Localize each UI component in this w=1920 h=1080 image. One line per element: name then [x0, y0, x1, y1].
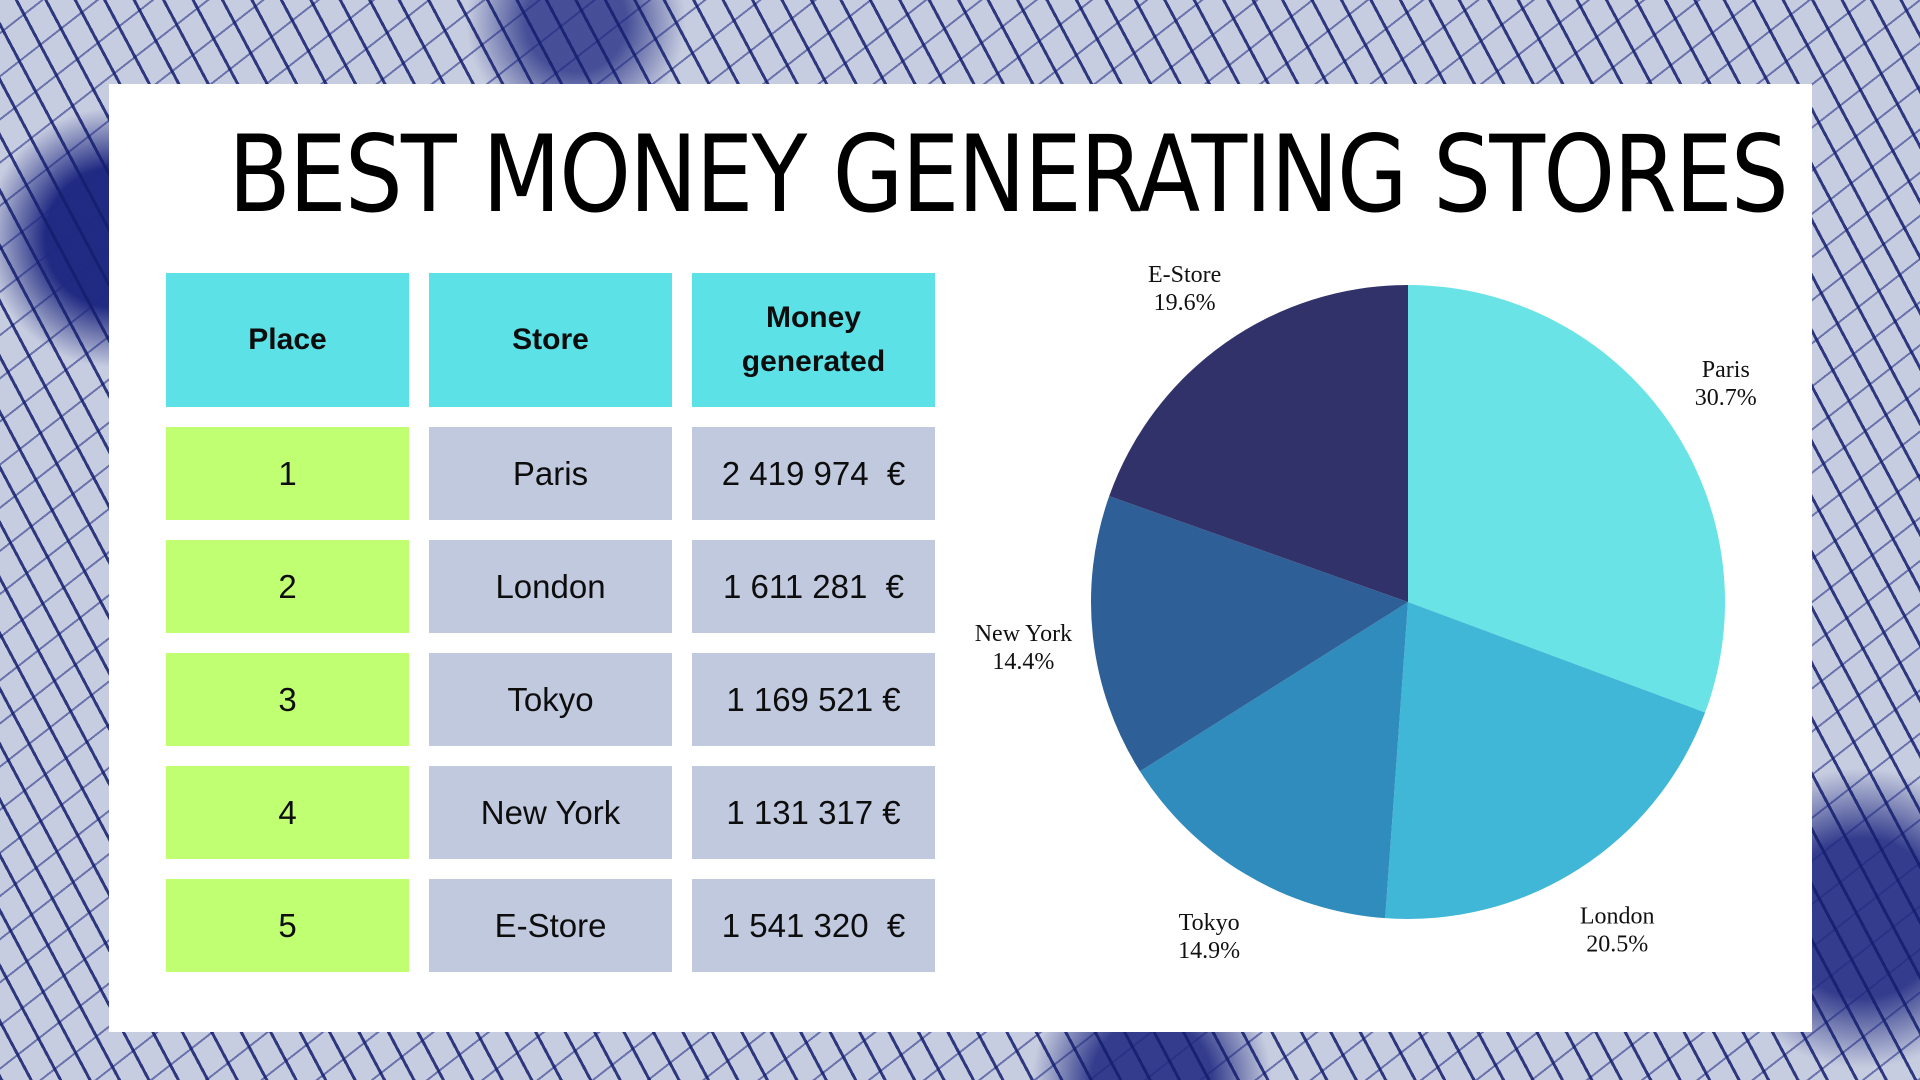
- content-card: BEST MONEY GENERATING STORES Place Store…: [109, 84, 1812, 1032]
- table-header-money-label: Money generated: [741, 301, 886, 378]
- pie-slice-tokyo: [1139, 602, 1408, 919]
- pie-label-percent: 14.9%: [1178, 938, 1240, 964]
- pie-label-name: London: [1580, 904, 1655, 930]
- table-header-store: Store: [429, 273, 672, 407]
- table-cell-money: 1 541 320 €: [692, 879, 935, 972]
- table-cell-place: 3: [166, 653, 409, 746]
- pie-slice-paris: [1408, 285, 1725, 713]
- pie-label-name: New York: [975, 621, 1072, 647]
- table-cell-store: Tokyo: [429, 653, 672, 746]
- table-header-money: Money generated: [692, 273, 935, 407]
- table-cell-store: E-Store: [429, 879, 672, 972]
- table-cell-place: 4: [166, 766, 409, 859]
- table-cell-store: New York: [429, 766, 672, 859]
- pie-slice-london: [1385, 602, 1706, 919]
- pie-label-name: Paris: [1702, 357, 1750, 383]
- pie-label-percent: 19.6%: [1154, 290, 1216, 316]
- pie-slice-e-store: [1109, 285, 1408, 602]
- table-cell-money: 1 169 521 €: [692, 653, 935, 746]
- pie-label-name: E-Store: [1148, 262, 1221, 288]
- page-title: BEST MONEY GENERATING STORES: [228, 113, 1789, 236]
- pie-label-percent: 30.7%: [1695, 385, 1757, 411]
- pie-label-percent: 14.4%: [992, 649, 1054, 675]
- table-cell-place: 5: [166, 879, 409, 972]
- table-cell-store: London: [429, 540, 672, 633]
- table-cell-store: Paris: [429, 427, 672, 520]
- table-cell-money: 1 131 317 €: [692, 766, 935, 859]
- pie-label-percent: 20.5%: [1586, 932, 1648, 958]
- pie-label-name: Tokyo: [1179, 910, 1240, 936]
- table-cell-money: 1 611 281 €: [692, 540, 935, 633]
- table-cell-money: 2 419 974 €: [692, 427, 935, 520]
- table-cell-place: 2: [166, 540, 409, 633]
- table-header-place: Place: [166, 273, 409, 407]
- table-cell-place: 1: [166, 427, 409, 520]
- pie-slice-new-york: [1091, 496, 1408, 772]
